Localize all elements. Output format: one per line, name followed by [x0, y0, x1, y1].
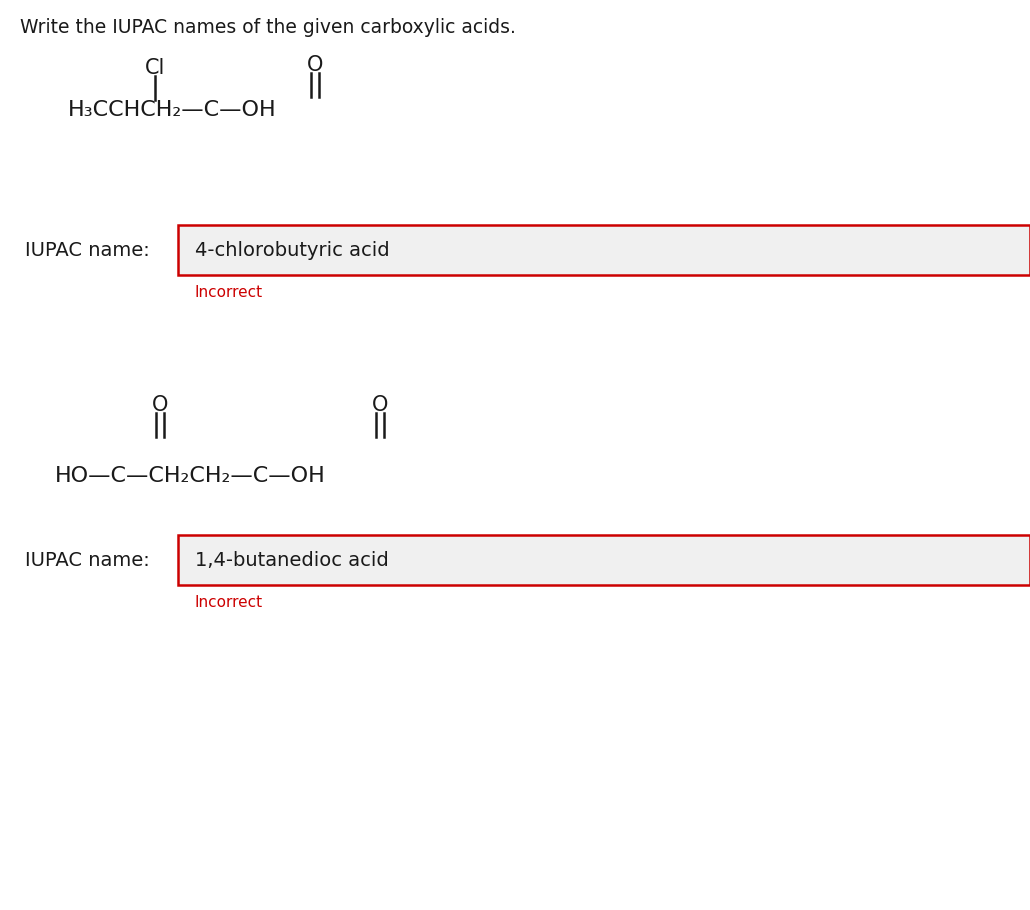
Text: O: O — [372, 395, 388, 415]
Text: Incorrect: Incorrect — [195, 285, 263, 300]
Text: IUPAC name:: IUPAC name: — [25, 551, 149, 570]
Text: IUPAC name:: IUPAC name: — [25, 240, 149, 259]
Text: Cl: Cl — [145, 58, 165, 78]
Text: 1,4-butanedioc acid: 1,4-butanedioc acid — [195, 551, 388, 570]
Text: H₃CCHCH₂—C—OH: H₃CCHCH₂—C—OH — [68, 100, 277, 120]
Text: O: O — [151, 395, 168, 415]
Text: HO—C—CH₂CH₂—C—OH: HO—C—CH₂CH₂—C—OH — [55, 466, 325, 486]
Bar — [178, 535, 1030, 585]
Bar — [178, 225, 1030, 275]
Text: Write the IUPAC names of the given carboxylic acids.: Write the IUPAC names of the given carbo… — [20, 18, 516, 37]
Text: Incorrect: Incorrect — [195, 595, 263, 610]
Text: 4-chlorobutyric acid: 4-chlorobutyric acid — [195, 240, 389, 259]
Text: O: O — [307, 55, 323, 75]
